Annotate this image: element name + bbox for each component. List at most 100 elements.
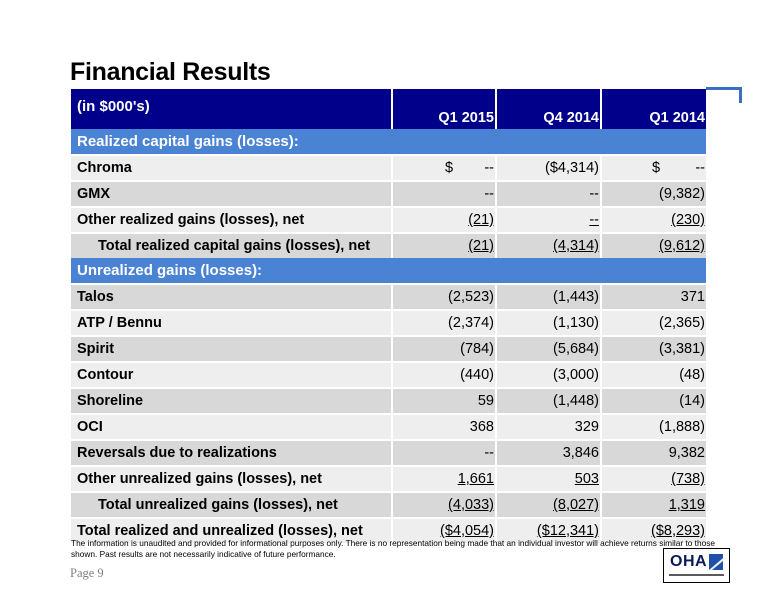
- row-label: OCI: [71, 413, 392, 440]
- row-label: Reversals due to realizations: [71, 439, 392, 466]
- table-row: Talos (2,523) (1,443) 371: [71, 283, 706, 310]
- table-row: Shoreline 59 (1,448) (14): [71, 387, 706, 414]
- table-header-row: (in $000's) Q1 2015 Q4 2014 Q1 2014: [71, 89, 706, 129]
- financial-results-table: (in $000's) Q1 2015 Q4 2014 Q1 2014 Real…: [71, 89, 706, 543]
- row-value: 9,382: [600, 439, 706, 466]
- row-value: (3,381): [600, 335, 706, 362]
- row-value: (21): [391, 232, 496, 258]
- row-value: 1,661: [391, 465, 496, 492]
- row-value: (784): [391, 335, 496, 362]
- header-col-q4-2014: Q4 2014: [495, 89, 601, 129]
- row-value: --: [495, 180, 601, 207]
- row-value: 59: [391, 387, 496, 414]
- cell-value: (230): [671, 212, 705, 228]
- table-row: ATP / Bennu (2,374) (1,130) (2,365): [71, 309, 706, 336]
- section-label: Unrealized gains (losses):: [71, 258, 706, 284]
- row-value: ($12,341): [495, 517, 601, 543]
- row-value: (9,612): [600, 232, 706, 258]
- logo-mark-icon: [709, 554, 723, 570]
- row-value: (440): [391, 361, 496, 388]
- row-label: Contour: [71, 361, 392, 388]
- disclaimer-footnote: The information is unaudited and provide…: [71, 538, 715, 559]
- cell-value: --: [695, 160, 705, 176]
- row-value: --: [391, 439, 496, 466]
- section-header-realized: Realized capital gains (losses):: [71, 129, 706, 155]
- row-label: Spirit: [71, 335, 392, 362]
- table-row-grand-total: Total realized and unrealized (losses), …: [71, 517, 706, 543]
- table-row: Chroma $ -- ($4,314) $ --: [71, 154, 706, 181]
- cell-value: ($4,054): [439, 523, 494, 539]
- row-value: ($8,293): [600, 517, 706, 543]
- cell-value: (4,033): [448, 497, 494, 513]
- row-label: GMX: [71, 180, 392, 207]
- row-value: (738): [600, 465, 706, 492]
- row-value: (2,365): [600, 309, 706, 336]
- row-label: Talos: [71, 283, 392, 310]
- page-title: Financial Results: [70, 58, 271, 86]
- table-row-total: Total unrealized gains (losses), net (4,…: [71, 491, 706, 518]
- table-row-total: Total realized capital gains (losses), n…: [71, 232, 706, 258]
- row-value: (5,684): [495, 335, 601, 362]
- table-row: Reversals due to realizations -- 3,846 9…: [71, 439, 706, 466]
- cell-value: (21): [468, 238, 494, 254]
- row-value: 368: [391, 413, 496, 440]
- corner-accent-horizontal: [706, 87, 742, 90]
- row-value: $ --: [600, 154, 706, 181]
- row-value: (2,374): [391, 309, 496, 336]
- row-value: 1,319: [600, 491, 706, 518]
- cell-value: 1,661: [457, 471, 494, 487]
- row-value: --: [495, 206, 601, 233]
- row-value: (9,382): [600, 180, 706, 207]
- row-value: $ --: [391, 154, 496, 181]
- row-value: ($4,054): [391, 517, 496, 543]
- table-row: Other unrealized gains (losses), net 1,6…: [71, 465, 706, 492]
- row-label: ATP / Bennu: [71, 309, 392, 336]
- row-label: Other unrealized gains (losses), net: [71, 465, 392, 492]
- page-number: Page 9: [70, 566, 104, 580]
- cell-value: (738): [671, 471, 705, 487]
- logo-text: OHA: [670, 553, 708, 570]
- row-value: (1,443): [495, 283, 601, 310]
- row-label: Total realized capital gains (losses), n…: [71, 232, 392, 258]
- row-value: (1,448): [495, 387, 601, 414]
- row-label: Shoreline: [71, 387, 392, 414]
- table-row: Contour (440) (3,000) (48): [71, 361, 706, 388]
- header-units-label: (in $000's): [71, 89, 392, 129]
- cell-value: ($12,341): [536, 523, 599, 539]
- row-value: 503: [495, 465, 601, 492]
- row-value: (4,314): [495, 232, 601, 258]
- row-value: (14): [600, 387, 706, 414]
- row-value: (1,888): [600, 413, 706, 440]
- table-row: Other realized gains (losses), net (21) …: [71, 206, 706, 233]
- cell-value: 503: [574, 471, 599, 487]
- row-value: --: [391, 180, 496, 207]
- row-value: (4,033): [391, 491, 496, 518]
- header-col-q1-2014: Q1 2014: [600, 89, 706, 129]
- row-value: (8,027): [495, 491, 601, 518]
- row-value: (1,130): [495, 309, 601, 336]
- logo-tagline-bar: [669, 574, 724, 576]
- section-label: Realized capital gains (losses):: [71, 129, 706, 155]
- row-value: 329: [495, 413, 601, 440]
- cell-value: (8,027): [553, 497, 599, 513]
- row-value: 3,846: [495, 439, 601, 466]
- cell-value: --: [589, 212, 599, 228]
- row-value: (21): [391, 206, 496, 233]
- table-row: OCI 368 329 (1,888): [71, 413, 706, 440]
- cell-value: (4,314): [553, 238, 599, 254]
- corner-accent-vertical: [739, 87, 742, 103]
- row-value: 371: [600, 283, 706, 310]
- row-value: ($4,314): [495, 154, 601, 181]
- row-label: Total unrealized gains (losses), net: [71, 491, 392, 518]
- table-row: Spirit (784) (5,684) (3,381): [71, 335, 706, 362]
- cell-value: --: [484, 160, 494, 176]
- row-value: (2,523): [391, 283, 496, 310]
- table-row: GMX -- -- (9,382): [71, 180, 706, 207]
- currency-symbol: $: [652, 160, 661, 176]
- cell-value: ($8,293): [650, 523, 705, 539]
- cell-value: (9,612): [659, 238, 705, 254]
- header-col-q1-2015: Q1 2015: [391, 89, 496, 129]
- currency-symbol: $: [445, 160, 454, 176]
- row-label: Other realized gains (losses), net: [71, 206, 392, 233]
- row-label: Total realized and unrealized (losses), …: [71, 517, 392, 543]
